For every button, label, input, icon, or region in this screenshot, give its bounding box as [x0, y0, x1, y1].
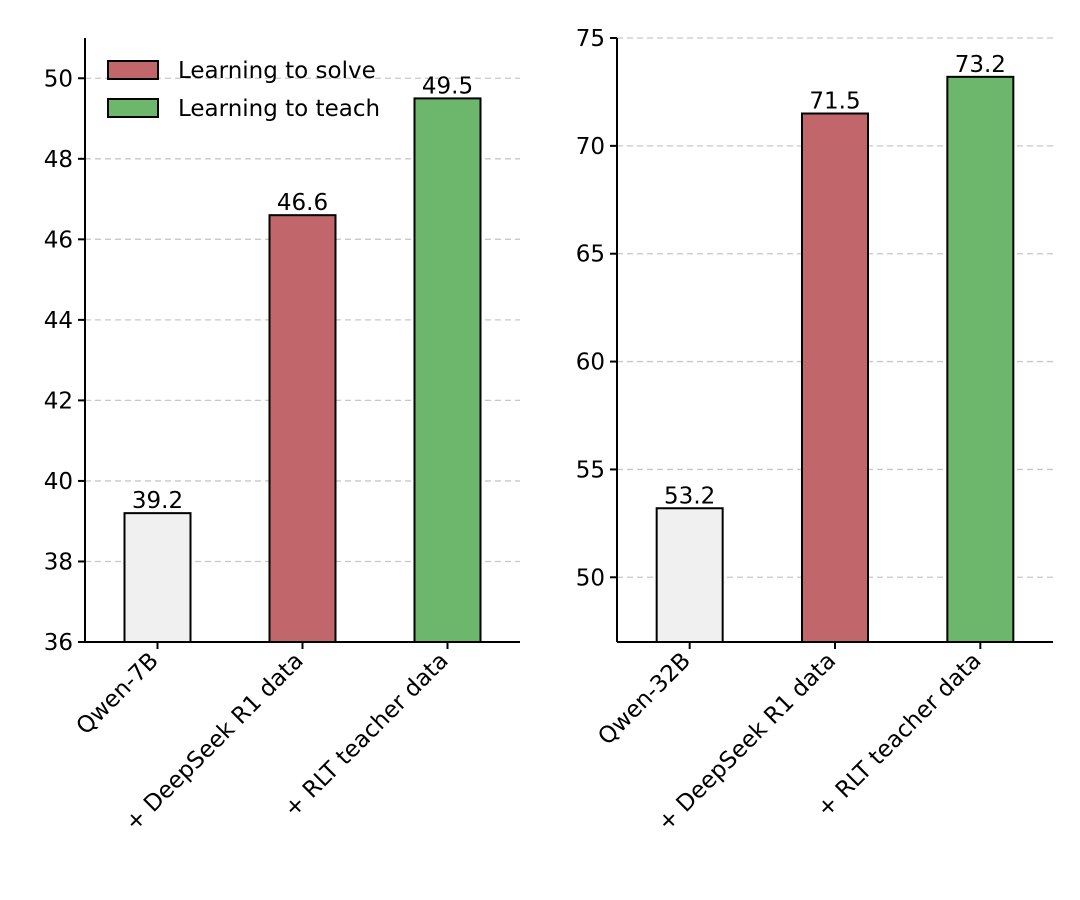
bar-baseline: [655, 507, 724, 643]
y-tick-label: 40: [44, 469, 73, 495]
legend-label-learning-to-teach: Learning to teach: [178, 96, 380, 122]
x-tick-label: + RLT teacher data: [279, 648, 454, 823]
y-tick-label: 50: [576, 565, 605, 591]
y-tick-label: 70: [576, 134, 605, 160]
bar-teach: [413, 97, 482, 643]
legend-label-learning-to-solve: Learning to solve: [178, 58, 376, 84]
y-tick-label: 38: [44, 549, 73, 575]
bar-teach: [946, 75, 1015, 644]
y-tick-label: 44: [44, 308, 73, 334]
y-tick-label: 50: [44, 66, 73, 92]
y-tick-label: 42: [44, 388, 73, 414]
bar-solve: [268, 214, 337, 643]
y-tick-label: 46: [44, 227, 73, 253]
bar-solve: [801, 112, 869, 643]
y-tick-label: 65: [576, 242, 605, 268]
bar-value-label: 49.5: [422, 73, 473, 99]
y-tick-label: 55: [576, 457, 605, 483]
bar-baseline: [123, 512, 192, 643]
bar-value-label: 73.2: [955, 52, 1006, 78]
bar-value-label: 39.2: [132, 488, 183, 514]
x-tick-label: Qwen-7B: [72, 648, 164, 740]
bar-value-label: 46.6: [277, 190, 328, 216]
bar-value-label: 53.2: [664, 483, 715, 509]
legend: Learning to solve Learning to teach: [107, 58, 380, 122]
y-tick-label: 75: [576, 26, 605, 52]
legend-swatch-learning-to-solve: [107, 60, 159, 80]
bar-value-label: 71.5: [809, 89, 860, 115]
legend-swatch-learning-to-teach: [107, 98, 159, 118]
y-tick-label: 60: [576, 350, 605, 376]
y-tick-label: 48: [44, 147, 73, 173]
x-tick-label: + RLT teacher data: [812, 648, 987, 823]
x-tick-label: Qwen-32B: [593, 648, 696, 751]
y-tick-label: 36: [44, 630, 73, 656]
